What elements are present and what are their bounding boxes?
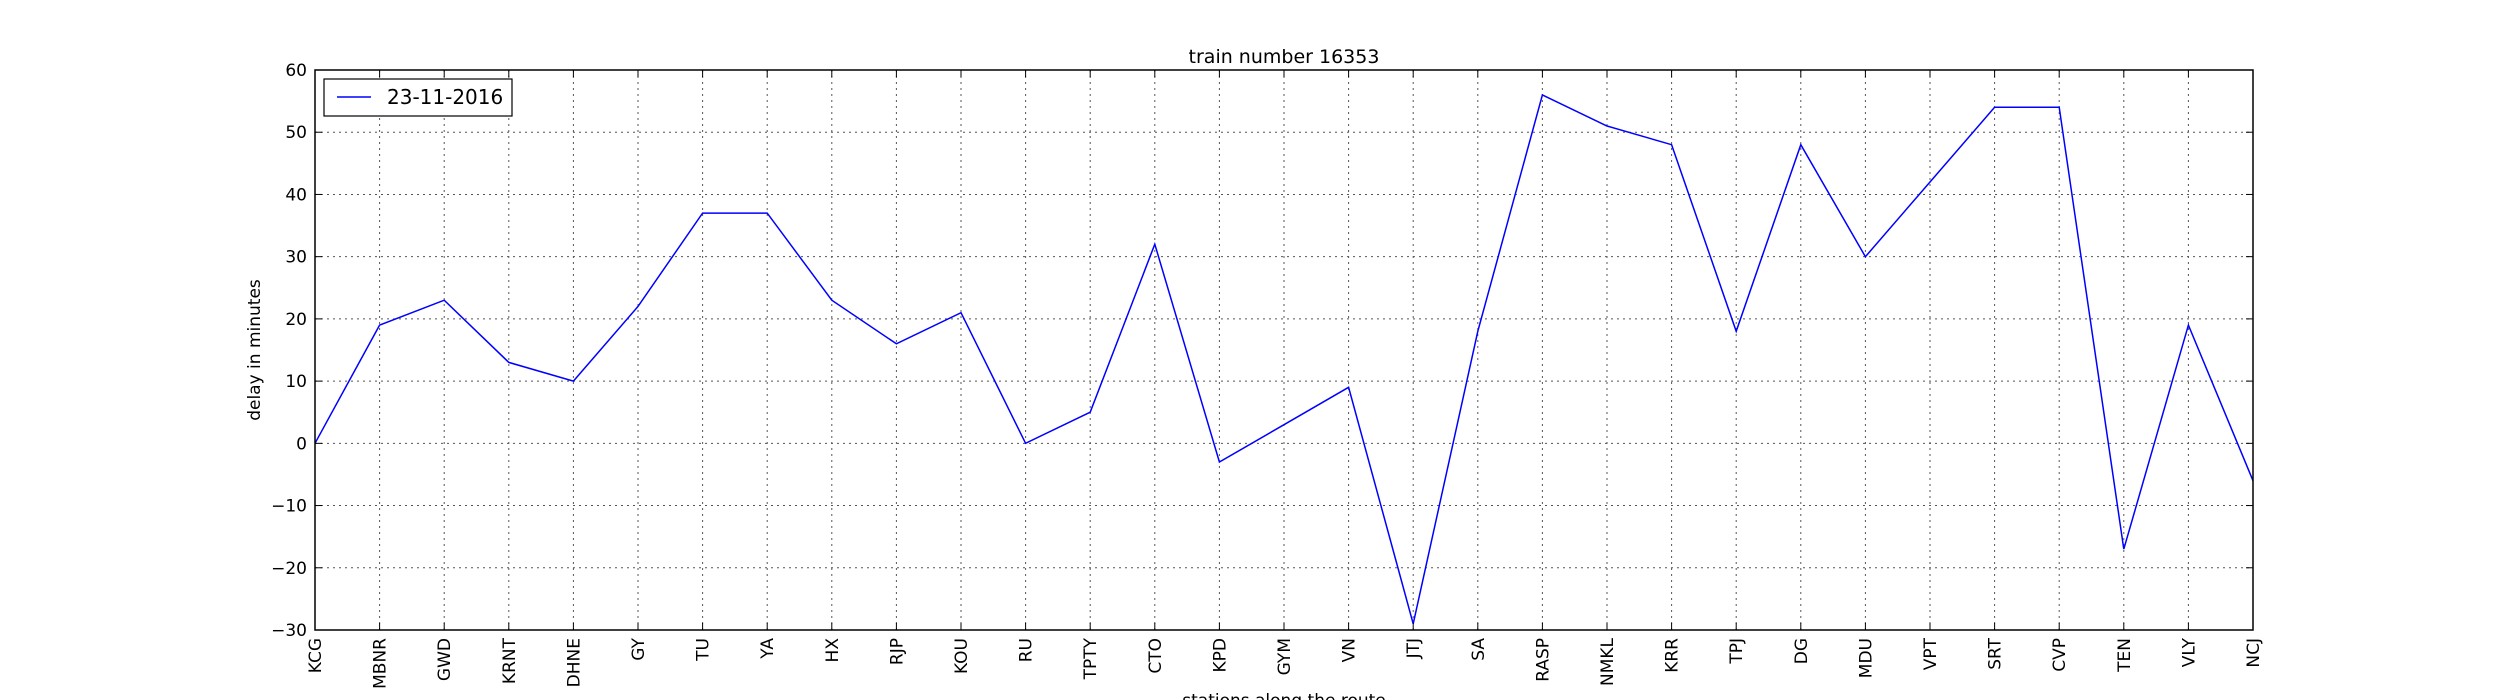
x-tick-label: DG (1792, 638, 1812, 664)
x-tick-label: KRR (1663, 638, 1683, 673)
x-tick-label: GYM (1275, 638, 1295, 675)
x-tick-label: CTO (1146, 638, 1166, 674)
x-tick-label: KPD (1210, 638, 1230, 673)
x-axis-ticks: KCG MBNR GWD KRNT DHNE GY TU YA HX RJP KOU RU TPTY CT… (306, 70, 2264, 689)
x-tick-label: MBNR (371, 638, 391, 689)
x-tick-label: KCG (306, 638, 326, 673)
x-tick-label: DHNE (564, 638, 584, 687)
x-tick-label: RASP (1533, 638, 1553, 682)
x-tick-label: TPTY (1081, 637, 1101, 680)
x-tick-label: TU (694, 638, 714, 662)
x-tick-label: HX (823, 638, 843, 663)
y-tick-label: 40 (285, 185, 307, 205)
x-tick-label: SRT (1986, 637, 2006, 669)
y-tick-label: −10 (271, 497, 307, 517)
y-axis-label: delay in minutes (245, 279, 265, 421)
grid-lines (315, 70, 2253, 630)
y-tick-label: 50 (285, 123, 307, 143)
x-tick-label: NCJ (2244, 638, 2264, 668)
x-tick-label: KOU (952, 638, 972, 674)
x-tick-label: VN (1340, 638, 1360, 662)
y-axis-ticks: −30 −20 −10 0 10 20 30 40 50 60 (271, 61, 2253, 641)
x-tick-label: RU (1017, 638, 1037, 662)
x-tick-label: MDU (1856, 638, 1876, 678)
y-tick-label: 30 (285, 248, 307, 268)
x-tick-label: JTJ (1404, 638, 1424, 659)
y-tick-label: 60 (285, 61, 307, 81)
x-tick-label: GWD (435, 638, 455, 681)
x-axis-label: stations along the route (1182, 691, 1386, 700)
x-tick-label: TPJ (1727, 638, 1747, 665)
chart-title: train number 16353 (1189, 46, 1380, 68)
x-tick-label: YA (758, 638, 778, 660)
y-tick-label: 0 (296, 434, 307, 454)
x-tick-label: RJP (887, 638, 907, 665)
y-tick-label: −20 (271, 559, 307, 579)
x-tick-label: SA (1469, 638, 1489, 661)
x-tick-label: GY (629, 637, 649, 660)
x-tick-label: TEN (2115, 638, 2135, 673)
x-tick-label: CVP (2050, 638, 2070, 672)
series-line (314, 93, 2254, 624)
y-tick-label: −30 (271, 621, 307, 641)
y-tick-label: 10 (285, 372, 307, 392)
legend: 23-11-2016 (323, 78, 513, 117)
x-tick-label: VPT (1921, 637, 1941, 670)
x-tick-label: KRNT (500, 637, 520, 684)
legend-entry: 23-11-2016 (387, 85, 503, 109)
y-tick-label: 20 (285, 310, 307, 330)
x-tick-label: NMKL (1598, 637, 1618, 686)
series-layer (314, 93, 2254, 624)
x-tick-label: VLY (2179, 637, 2199, 667)
